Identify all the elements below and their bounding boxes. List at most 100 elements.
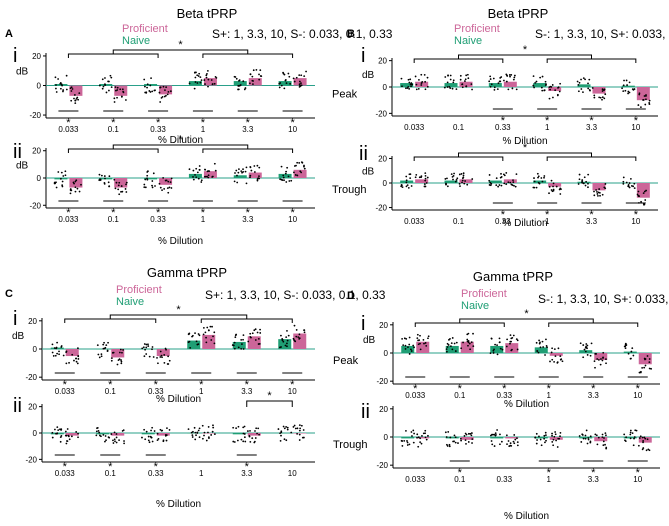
panel-d-sub-i-point-proficient [512, 334, 515, 337]
panel-b-sub-ii-point-proficient [550, 179, 553, 182]
panel-b-sub-ii-point-proficient [505, 183, 508, 186]
panel-b-sub-i-point-naive [587, 82, 589, 85]
panel-b-sub-ii-point-naive [622, 182, 625, 185]
panel-c-sub-ii-point-proficient [66, 440, 69, 443]
panel-b-subtitle: S-: 1, 3.3, 10, S+: 0.033, 0.1, 0.33 [535, 27, 669, 41]
panel-a-sub-ii-point-naive [192, 176, 194, 178]
panel-a-sub-ii-point-proficient [207, 176, 210, 179]
panel-c-sub-ii-point-proficient [254, 437, 257, 439]
panel-b-sub-ii-point-naive [498, 184, 501, 186]
panel-d-sub-i-point-naive [408, 336, 411, 339]
panel-c-sub-i-point-naive [141, 347, 144, 350]
panel-c-sub-ii-point-proficient [249, 429, 251, 432]
panel-a-sub-i-point-naive [55, 87, 57, 90]
panel-a-sub-ii-point-naive [61, 184, 64, 187]
panel-d-sub-ii-point-proficient [508, 445, 511, 448]
panel-c-sub-ii-point-naive [51, 436, 54, 439]
panel-a-sub-ii-sig-star: * [246, 207, 251, 219]
panel-d-sub-ii-point-naive [406, 440, 408, 442]
panel-a-sub-ii-point-naive [154, 185, 156, 187]
panel-c-sub-i-xtick-label: 3.3 [241, 387, 253, 396]
panel-c-sub-i-point-naive [143, 343, 146, 345]
panel-b-sub-ii-point-proficient [637, 190, 640, 193]
panel-b-sub-ii-bar-proficient [636, 183, 650, 198]
panel-a-sub-i-xtick-label: 0.033 [58, 125, 79, 134]
panel-d-sub-ii-point-naive [633, 436, 636, 438]
panel-d-sub-i-point-naive [445, 350, 448, 353]
panel-a-sub-i-point-proficient [211, 83, 214, 85]
panel-d-sub-i-point-naive [402, 344, 405, 347]
panel-a-sub-ii-bar-naive [278, 173, 292, 178]
panel-d-sub-ii-point-naive [538, 435, 540, 438]
panel-a-sub-i-point-naive [238, 79, 241, 82]
panel-a-sub-ii-xtick-label: 3.3 [242, 215, 254, 224]
panel-b-sub-i-point-proficient [464, 78, 467, 81]
panel-c-sub-ii-point-proficient [77, 432, 79, 435]
panel-d-sub-ii-point-proficient [596, 443, 599, 446]
panel-d-sub-i-point-naive [412, 344, 415, 347]
panel-b-sub-i-ytick-label: 0 [383, 83, 388, 92]
panel-c-sub-ii-point-proficient [156, 439, 159, 442]
panel-c-sub-ii-point-naive [143, 428, 146, 431]
panel-c-sub-i-point-proficient [156, 356, 158, 359]
panel-c-sub-i-point-proficient [111, 351, 114, 354]
panel-b-sub-i-point-naive [489, 85, 492, 88]
panel-a-sub-ii-point-naive [244, 170, 247, 173]
panel-b-sub-ii-point-proficient [420, 176, 422, 179]
panel-b-sub-ii-point-naive [582, 182, 585, 185]
panel-d-sub-ii-point-naive [410, 431, 413, 433]
panel-a-sub-ii-point-proficient [294, 174, 297, 176]
panel-a-sub-ii-point-proficient [258, 175, 260, 178]
panel-c-sub-i-point-naive [102, 343, 105, 346]
panel-c-sub-ii-point-proficient [159, 428, 162, 431]
panel-d-sub-i-bar-proficient [594, 353, 608, 361]
panel-a-sub-i-point-naive [150, 77, 152, 80]
panel-c-sub-i-point-naive [152, 356, 155, 358]
panel-b-sub-i-point-naive [408, 87, 411, 90]
panel-d-sub-i-point-proficient [416, 333, 419, 336]
panel-c-sub-ii-point-naive [147, 439, 150, 442]
panel-a-sub-i-point-naive [146, 86, 148, 89]
panel-c-sub-i-point-proficient [256, 331, 259, 334]
panel-c-sub-ii-point-proficient [110, 433, 113, 435]
panel-b-sub-ii-point-proficient [502, 173, 505, 176]
panel-a-sub-i-point-proficient [300, 74, 303, 77]
panel-a-subtitle: S+: 1, 3.3, 10, S-: 0.033, 0.1, 0.33 [212, 27, 393, 41]
panel-b-sub-ii-bar-proficient [503, 179, 517, 183]
panel-c-sub-i-point-proficient [294, 340, 297, 343]
panel-b-sub-ii-sig-star: * [634, 209, 639, 221]
panel-d-sub-ii-point-proficient [419, 437, 422, 440]
panel-c-sub-i-sig-star: * [245, 379, 250, 391]
panel-a-sub-ii-point-proficient [293, 171, 295, 174]
panel-c-sub-i-point-naive [145, 353, 148, 355]
panel-d-sub-i-point-proficient [462, 341, 464, 344]
panel-c-sub-ii-point-proficient [205, 439, 208, 442]
panel-b-sub-ii-point-naive [622, 176, 625, 179]
panel-a-sub-i-point-proficient [204, 83, 206, 85]
panel-b-sub-i-point-proficient [464, 80, 466, 82]
panel-b-sub-i-bracket [458, 54, 592, 59]
panel-c-sub-i-point-proficient [259, 332, 262, 334]
panel-b-sub-i-point-proficient [637, 104, 640, 106]
panel-b-sub-i-point-naive [496, 88, 499, 91]
panel-d-sub-ii-point-naive [581, 433, 584, 436]
panel-b-sub-i-point-naive [631, 88, 634, 91]
panel-b-sub-ii-point-naive [629, 177, 632, 180]
panel-c-sub-i-numeral: i [13, 308, 17, 330]
panel-d-sub-ii-point-naive [629, 433, 632, 436]
panel-c-sub-ii-point-proficient [212, 426, 215, 429]
panel-a-sub-ii-point-proficient [170, 177, 173, 180]
panel-d-sub-i-point-proficient [472, 332, 474, 335]
panel-b-sub-ii-bar-naive [577, 181, 591, 183]
panel-b-sub-ii-point-naive [628, 186, 631, 189]
panel-d-sub-i-point-naive [632, 354, 635, 357]
panel-d-sub-ii-point-proficient [420, 442, 423, 445]
panel-b-sub-i-point-naive [588, 78, 591, 81]
panel-d-sub-ii-point-proficient [509, 442, 512, 445]
panel-b-sub-i-point-naive [580, 78, 582, 81]
panel-b-sub-ii-sig-star: * [545, 209, 550, 221]
panel-c-xlabel-ii: % Dilution [156, 499, 201, 510]
panel-d-sub-i-ytick-label: 0 [384, 349, 389, 358]
panel-c-sub-i-point-naive [286, 345, 288, 348]
panel-b-sub-ii-point-proficient [596, 193, 599, 195]
